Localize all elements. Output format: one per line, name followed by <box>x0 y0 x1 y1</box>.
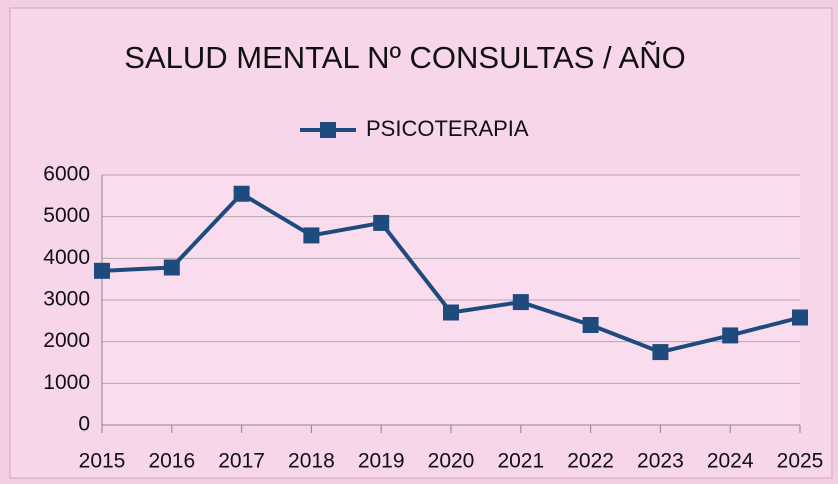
x-tick-label: 2016 <box>148 450 195 473</box>
y-tick-label: 5000 <box>43 204 90 227</box>
data-point <box>163 259 180 276</box>
y-tick-label: 3000 <box>43 288 90 311</box>
data-point <box>94 262 110 279</box>
chart-title: SALUD MENTAL Nº CONSULTAS / AÑO <box>124 40 685 75</box>
data-point <box>582 317 599 333</box>
x-tick-label: 2017 <box>218 450 265 473</box>
data-point <box>722 327 739 344</box>
x-tick-label: 2023 <box>637 450 684 473</box>
x-tick-label: 2024 <box>707 450 754 473</box>
y-tick-label: 2000 <box>43 329 90 352</box>
legend-label: PSICOTERAPIA <box>366 116 529 141</box>
y-tick-label: 1000 <box>43 371 90 394</box>
y-tick-label: 6000 <box>43 163 90 186</box>
data-point <box>233 185 250 202</box>
data-point <box>443 304 459 321</box>
data-point <box>373 214 390 231</box>
legend-marker <box>320 122 336 138</box>
x-tick-label: 2018 <box>288 450 335 473</box>
x-tick-label: 2021 <box>497 450 544 473</box>
x-tick-label: 2025 <box>777 450 824 473</box>
data-point <box>303 227 320 244</box>
x-tick-label: 2015 <box>79 450 126 473</box>
data-point <box>652 344 669 361</box>
x-tick-label: 2020 <box>428 450 475 473</box>
y-tick-label: 0 <box>78 413 90 436</box>
y-tick-label: 4000 <box>43 246 90 269</box>
data-point <box>512 294 529 311</box>
data-point <box>792 309 808 326</box>
x-tick-label: 2022 <box>567 450 614 473</box>
x-tick-label: 2019 <box>358 450 405 473</box>
